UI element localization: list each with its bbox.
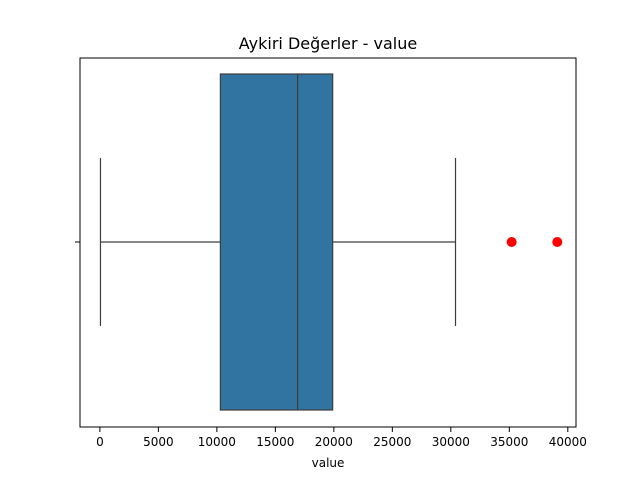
x-tick-label: 15000 [256,435,294,449]
x-tick-label: 0 [96,435,104,449]
outlier-point [552,237,563,247]
x-tick-label: 10000 [198,435,236,449]
x-axis-label: value [312,456,345,470]
x-tick-label: 35000 [490,435,528,449]
x-tick-label: 20000 [315,435,353,449]
x-axis: 0 5000 10000 15000 20000 25000 30000 35000 40000 [75,57,587,449]
x-tick-label: 30000 [432,435,470,449]
outlier-point [506,237,517,247]
chart-title: Aykiri Değerler - value [239,34,417,53]
x-tick-label: 25000 [373,435,411,449]
x-tick-label: 5000 [143,435,174,449]
plot-area [99,73,563,411]
x-tick-label: 40000 [549,435,587,449]
iqr-box [219,73,334,411]
